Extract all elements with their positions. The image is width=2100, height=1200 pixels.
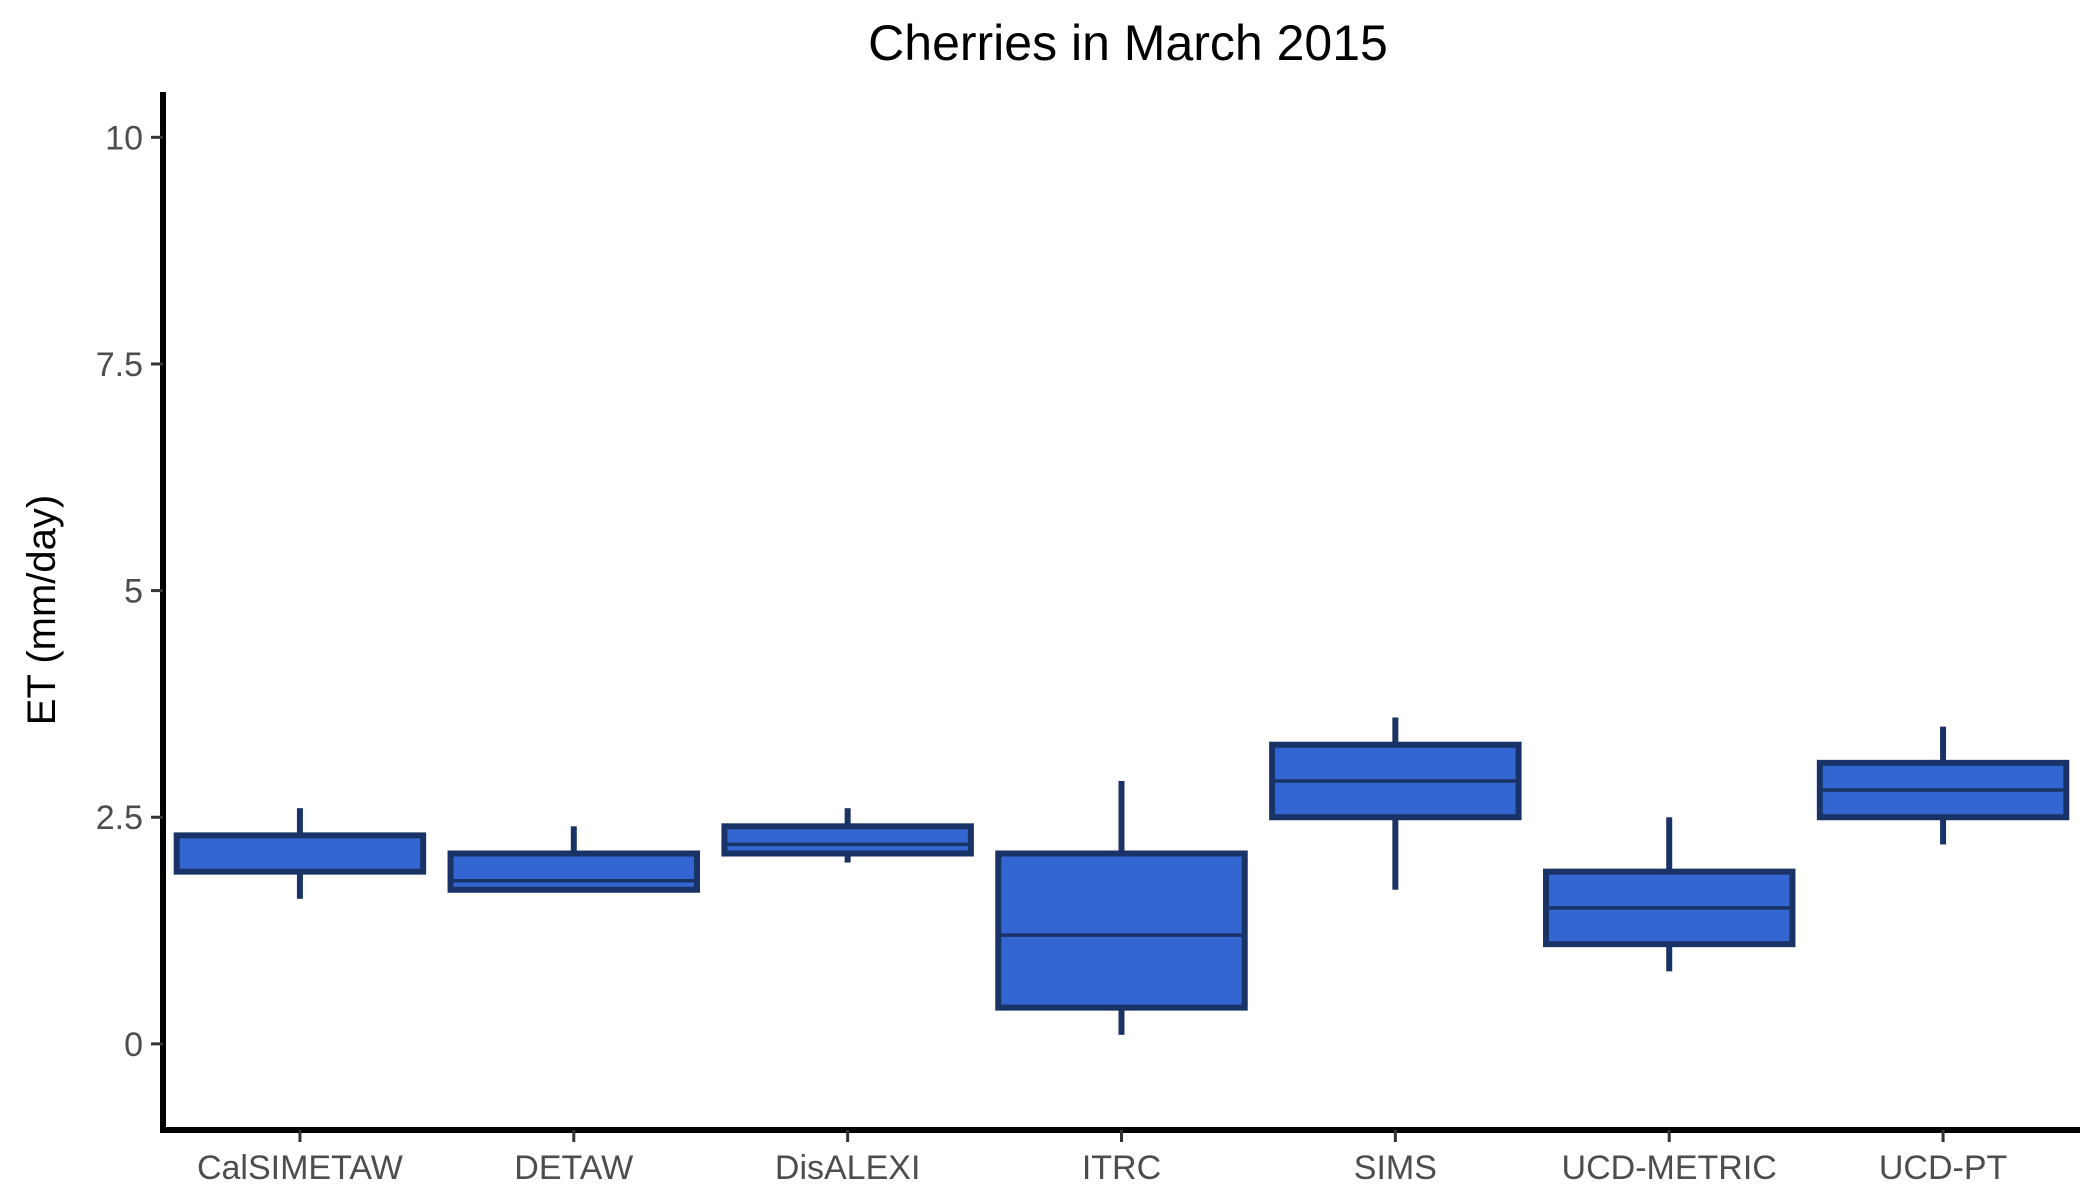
x-tick-label: ITRC xyxy=(1082,1149,1161,1187)
y-tick-label: 7.5 xyxy=(96,346,143,384)
x-tick-label: UCD-PT xyxy=(1879,1149,2007,1187)
box-detaw xyxy=(447,826,701,893)
box-sims xyxy=(1269,717,1522,890)
axes-group: 0 2.5 5 7.5 10 CalSIMETAW DETAW DisALEXI ITRC SIM… xyxy=(96,92,2080,1187)
box-rect xyxy=(721,823,974,857)
box-rect xyxy=(447,850,701,893)
box-ucd-metric xyxy=(1542,817,1796,972)
y-tick-label: 5 xyxy=(124,573,143,611)
boxes-group xyxy=(173,717,2070,1035)
box-disalexi xyxy=(721,808,974,863)
box-ucd-pt xyxy=(1816,726,2070,845)
x-tick-label: SIMS xyxy=(1354,1149,1437,1187)
box-itrc xyxy=(995,780,1248,1035)
chart-title: Cherries in March 2015 xyxy=(868,15,1388,71)
x-tick-label: CalSIMETAW xyxy=(197,1149,403,1187)
box-rect xyxy=(995,850,1248,1011)
y-tick-label: 0 xyxy=(124,1026,143,1064)
box-calsimetaw xyxy=(173,808,427,899)
x-tick-label: DisALEXI xyxy=(775,1149,921,1187)
x-tick-label: DETAW xyxy=(514,1149,633,1187)
x-tick-label: UCD-METRIC xyxy=(1562,1149,1777,1187)
y-tick-label: 10 xyxy=(105,119,143,157)
y-tick-label: 2.5 xyxy=(96,799,143,837)
box-rect xyxy=(173,832,427,875)
y-axis-label: ET (mm/day) xyxy=(20,495,64,725)
